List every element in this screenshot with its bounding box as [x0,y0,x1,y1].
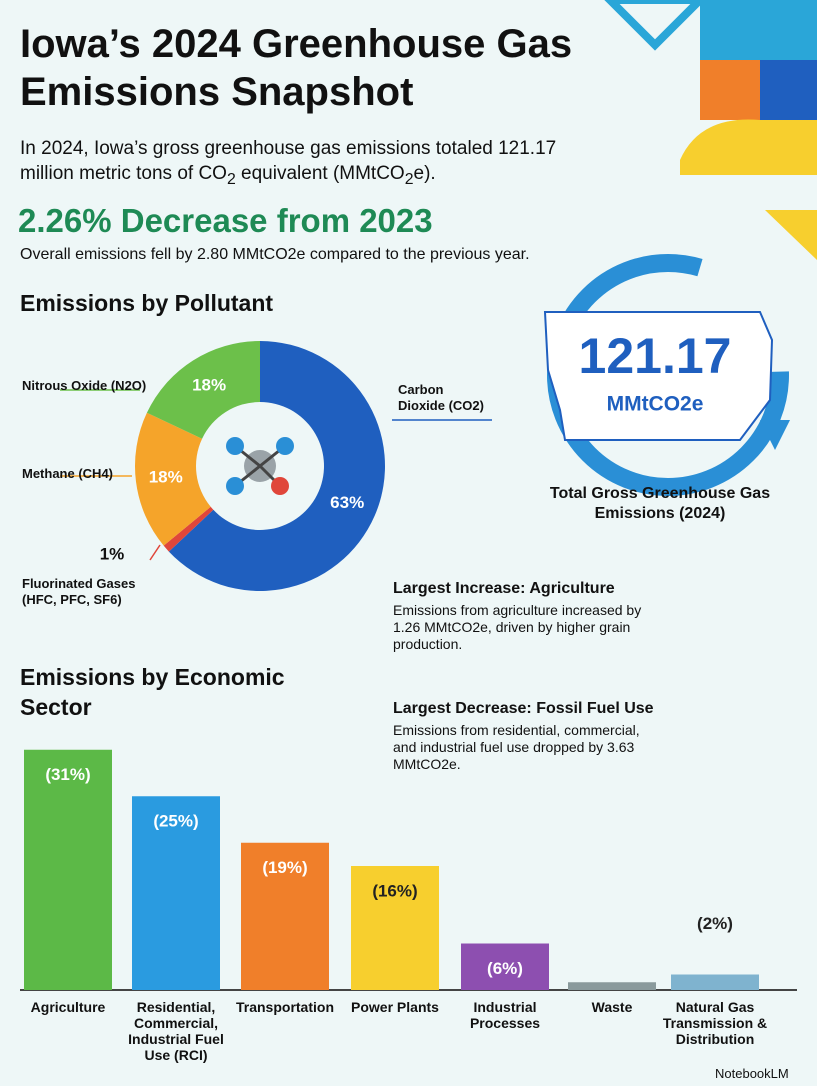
category-label: Methane (CH4) [22,466,114,481]
slice-label: 1% [100,544,125,563]
decor [604,0,706,51]
bar [241,842,329,990]
bar [24,749,112,990]
bar-value-label: (2%) [697,914,733,933]
pie-slice [135,412,211,546]
bar [568,982,656,990]
x-tick-label: Power Plants [351,999,439,1015]
category-label: Nitrous Oxide (N2O) [22,378,147,393]
intro-text: e). [413,163,436,184]
callout-text: Emissions from residential, commercial, … [393,722,640,772]
bar-value-label: (6%) [487,959,523,978]
iowa-shape [543,311,774,441]
leader-line [149,544,161,561]
x-tick-label: Agriculture [30,999,106,1015]
intro-text: equivalent (MMtCO [235,163,405,184]
atom [226,437,244,455]
slice-label: 63% [330,493,364,512]
decor [680,119,817,175]
atom [271,477,289,495]
x-tick-label: Industrial Processes [469,999,541,1031]
bar-value-label: (19%) [262,858,307,877]
callout-title: Largest Decrease: Fossil Fuel Use [393,700,654,717]
bar-value-label: (16%) [372,881,417,900]
title: Iowa’s 2024 Greenhouse Gas Emissions Sna… [20,22,573,114]
callout-title: Largest Increase: Agriculture [393,580,615,597]
intro: In 2024, Iowa’s gross greenhouse gas emi… [20,136,580,192]
bar [671,974,759,990]
callout: Largest Increase: Agriculture Emissions … [393,580,653,653]
decor [700,60,760,120]
callout: Largest Decrease: Fossil Fuel Use Emissi… [393,700,683,773]
slice-label: 18% [192,375,226,394]
callout-text: Emissions from agriculture increased by … [393,602,642,652]
bar [351,866,439,990]
intro-sub: 2 [404,170,414,188]
intro-text: In 2024, Iowa’s gross greenhouse gas emi… [20,138,557,184]
total-arrow [760,420,790,450]
bar-value-label: (25%) [153,812,198,831]
total-caption: Total Gross Greenhouse Gas Emissions (20… [549,485,771,522]
category-label: Fluorinated Gases (HFC, PFC, SF6) [22,576,136,607]
atom [276,437,294,455]
decor [760,60,817,120]
bar [461,943,549,990]
intro-sub: 2 [226,170,236,188]
pie-title: Emissions by Pollutant [20,290,274,316]
decor [700,0,817,60]
atom [226,477,244,495]
x-tick-label: Residential, Commercial, Industrial Fuel… [128,999,224,1063]
pie-slice [163,506,214,552]
category-label: Carbon Dioxide (CO2) [398,382,484,413]
x-tick-label: Waste [591,999,633,1015]
bar-title: Emissions by Economic Sector [20,664,285,720]
total-value: 121.17 [579,328,732,384]
pie-slice [146,341,260,439]
bar [132,796,220,990]
subline: Overall emissions fell by 2.80 MMtCO2e c… [20,246,530,263]
pie-slice [168,341,386,591]
decor [765,210,817,260]
x-tick-label: Transportation [235,999,334,1015]
footer: NotebookLM [715,1066,789,1081]
slice-label: 18% [149,467,183,486]
total-unit: MMtCO2e [607,393,704,416]
x-tick-label: Natural Gas Transmission & Distribution [662,999,768,1047]
bar-value-label: (31%) [45,765,90,784]
headline: 2.26% Decrease from 2023 [18,202,433,239]
